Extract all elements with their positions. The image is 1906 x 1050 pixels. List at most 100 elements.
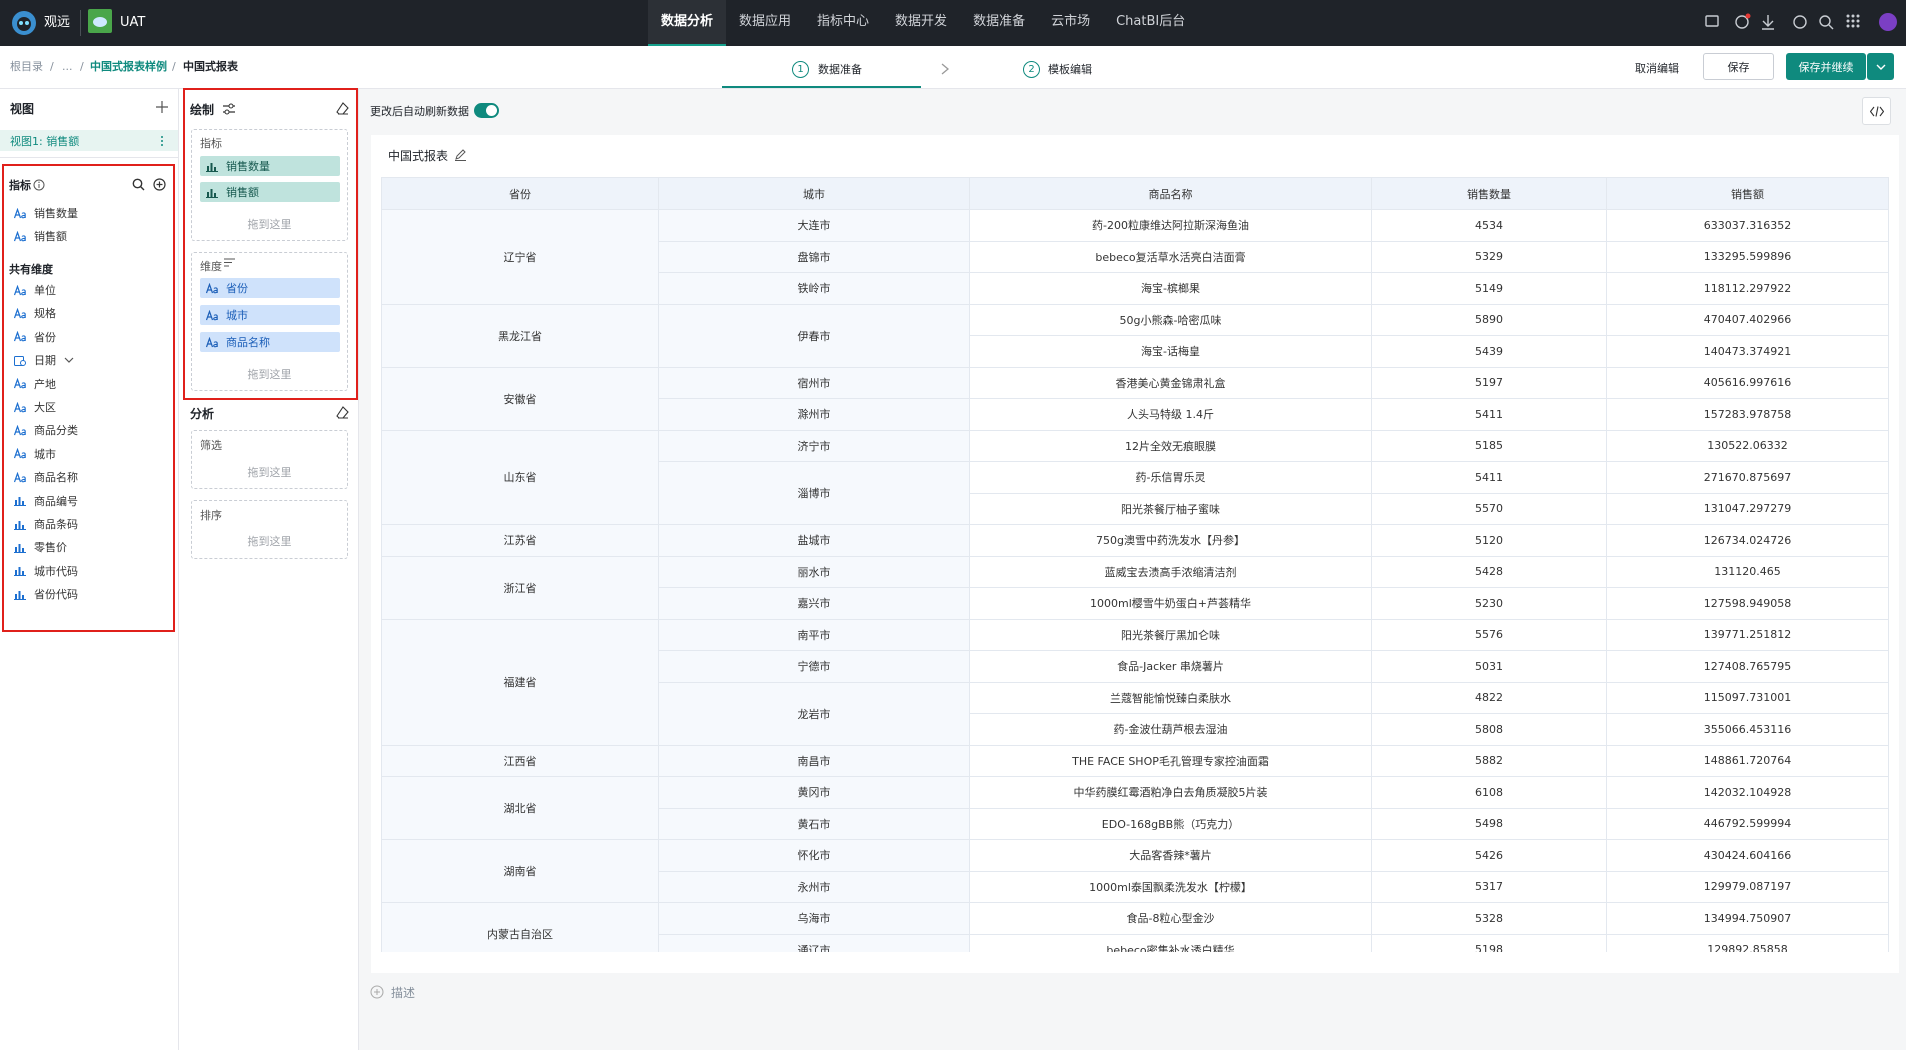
separator <box>80 10 81 36</box>
view-item-bg[interactable] <box>0 130 178 151</box>
field-item[interactable]: 商品编号 <box>14 491 78 511</box>
glyph <box>18 520 21 529</box>
field-chip[interactable]: 销售额 <box>200 182 340 202</box>
menu-item[interactable]: 指标中心 <box>817 14 870 29</box>
save-button[interactable]: 保存 <box>1703 53 1774 80</box>
table-row: 宁德市 食品-Jacker 串烧薯片 5031 127408.765795 <box>382 650 1889 683</box>
glyph <box>18 543 21 552</box>
clear-icon[interactable] <box>336 406 349 419</box>
panel-title: 视图 <box>10 102 35 116</box>
field-item[interactable]: 城市 <box>14 444 56 464</box>
province-cell: 辽宁省 <box>381 209 659 305</box>
section-title: 指标 <box>9 179 31 192</box>
menu-item[interactable]: ChatBI后台 <box>1116 14 1186 29</box>
field-item[interactable]: 规格 <box>14 303 56 323</box>
field-item[interactable]: 商品分类 <box>14 420 78 440</box>
menu-item[interactable]: 数据分析 <box>648 0 727 46</box>
step-underline <box>722 86 921 88</box>
menu-item[interactable]: 数据开发 <box>895 14 948 29</box>
table-row: 江苏省 盐城市 750g澳雪中药洗发水【丹参】 5120 126734.024726 <box>381 524 1889 557</box>
field-item[interactable]: 省份代码 <box>14 584 78 604</box>
view-item[interactable]: 视图1: 销售额 <box>10 135 80 148</box>
add-view[interactable] <box>156 101 168 113</box>
field-name: 销售数量 <box>34 207 78 220</box>
clear-icon[interactable] <box>336 102 349 115</box>
breadcrumb[interactable]: 中国式报表样例 <box>90 60 167 73</box>
menu-item[interactable]: 数据准备 <box>973 14 1026 29</box>
glyph <box>22 571 24 576</box>
glyph <box>14 207 22 218</box>
settings-icon[interactable] <box>222 103 236 115</box>
code-button[interactable] <box>1862 97 1891 125</box>
top-nav: 观远 UAT 数据分析 数据应用 指标中心 数据开发 数据准备 云市场 ChatBI后台 <box>0 0 1906 46</box>
more-icon[interactable] <box>160 135 164 147</box>
field-item[interactable]: 零售价 <box>14 537 67 557</box>
breadcrumb[interactable]: ... <box>62 60 73 73</box>
field-item[interactable]: 大区 <box>14 397 56 417</box>
product-cell: THE FACE SHOP毛孔管理专家控油面霜 <box>969 744 1372 777</box>
add-metric[interactable] <box>153 178 166 191</box>
quantity-cell: 5576 <box>1371 618 1607 651</box>
glyph <box>22 547 24 552</box>
city-cell: 通辽市 <box>658 933 970 952</box>
sort-icon[interactable] <box>224 257 236 268</box>
field-item[interactable]: 城市代码 <box>14 561 78 581</box>
edit-icon[interactable] <box>454 148 467 161</box>
field-chip[interactable]: 省份 <box>200 278 340 298</box>
describe[interactable]: 描述 <box>391 986 416 1000</box>
left-panel: 视图 视图1: 销售额 指标 共有维度 销售数量 销售额 单位 规格 省份 日期 产地 大区商… <box>0 89 179 1050</box>
glyph <box>14 528 26 530</box>
text-icon <box>206 309 218 320</box>
field-item[interactable]: 日期 <box>14 350 82 370</box>
field-item[interactable]: 商品条码 <box>14 514 78 534</box>
field-item[interactable]: 省份 <box>14 327 56 347</box>
field-item[interactable]: 产地 <box>14 374 56 394</box>
cancel-button[interactable]: 取消编辑 <box>1635 62 1679 75</box>
column-header: 商品名称 <box>969 177 1372 210</box>
quantity-cell: 5197 <box>1371 366 1607 399</box>
breadcrumb[interactable]: 根目录 <box>10 60 43 73</box>
auto-refresh-toggle[interactable] <box>474 103 499 118</box>
field-chip[interactable]: 销售数量 <box>200 156 340 176</box>
product-cell: 药-金波仕葫芦根去湿油 <box>969 713 1372 746</box>
product-cell: bebeco密集补水透白精华 <box>969 933 1372 952</box>
step-number: 2 <box>1023 61 1040 78</box>
table-row: 内蒙古自治区 乌海市 食品-8粒心型金沙 5328 134994.750907 <box>381 902 1889 952</box>
menu-item[interactable]: 数据应用 <box>739 14 792 29</box>
amount-cell: 131120.465 <box>1606 555 1889 588</box>
city-cell: 嘉兴市 <box>658 587 970 620</box>
glyph <box>14 598 26 600</box>
field-item[interactable]: 单位 <box>14 280 56 300</box>
city-cell: 丽水市 <box>658 555 970 588</box>
glyph <box>18 567 21 576</box>
metrics-dropzone[interactable]: 指标 拖到这里 销售数量 销售额 <box>191 129 348 241</box>
dims-dropzone[interactable]: 维度 拖到这里 省份 城市 商品名称 <box>191 252 348 391</box>
info-icon[interactable] <box>33 179 45 191</box>
save-dropdown[interactable] <box>1867 53 1894 80</box>
field-chip[interactable]: 商品名称 <box>200 332 340 352</box>
field-chip[interactable]: 城市 <box>200 305 340 325</box>
city-cell: 淄博市 <box>658 461 970 525</box>
glyph <box>21 382 26 389</box>
save-continue-button[interactable]: 保存并继续 <box>1786 53 1866 80</box>
glyph <box>206 336 214 347</box>
field-item[interactable]: 销售额 <box>14 226 67 246</box>
table-row: 浙江省 丽水市 蓝威宝去渍高手浓缩清洁剂 5428 131120.465 <box>381 555 1889 620</box>
glyph <box>15 570 17 576</box>
table-viewport: 省份 城市 商品名称 销售数量 销售额 辽宁省 大连市 药-200粒康维达阿拉斯深海鱼油 45… <box>381 177 1889 952</box>
add-describe-icon[interactable] <box>370 985 384 999</box>
table-body: 辽宁省 大连市 药-200粒康维达阿拉斯深海鱼油 4534 633037.316352 盘… <box>381 209 1889 952</box>
field-item[interactable]: 商品名称 <box>14 467 78 487</box>
sort-dropzone[interactable]: 排序 拖到这里 <box>191 500 348 559</box>
text-icon <box>14 424 26 436</box>
city-cell: 滁州市 <box>658 398 970 431</box>
search-icon[interactable] <box>132 178 145 191</box>
city-cell: 南平市 <box>658 618 970 651</box>
menu-item[interactable]: 云市场 <box>1051 14 1091 29</box>
filter-dropzone[interactable]: 筛选 拖到这里 <box>191 430 348 489</box>
step-label[interactable]: 数据准备 <box>818 63 862 76</box>
field-item[interactable]: 销售数量 <box>14 203 78 223</box>
step-label[interactable]: 模板编辑 <box>1048 63 1092 76</box>
product-cell: 1000ml泰国飘柔洗发水【柠檬】 <box>969 870 1372 903</box>
glyph <box>14 424 22 436</box>
